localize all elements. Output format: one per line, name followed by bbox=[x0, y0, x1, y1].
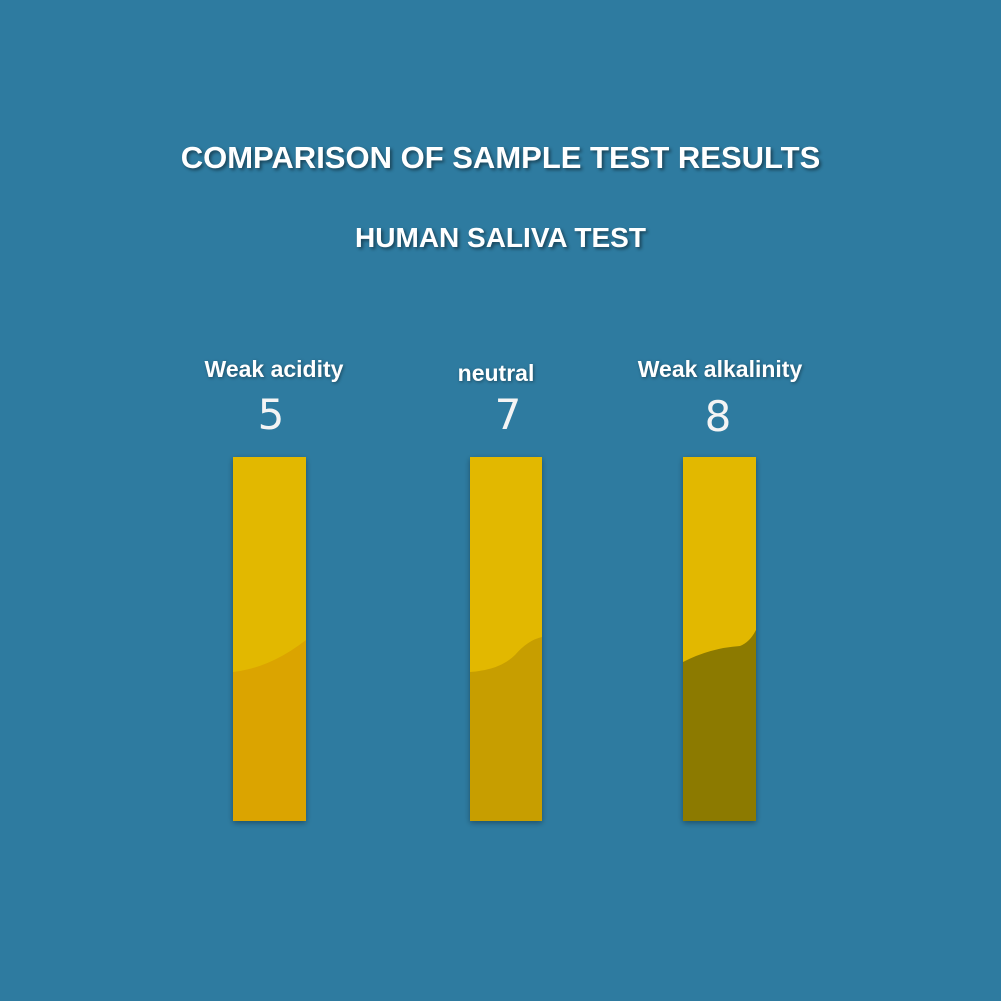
ph-value: 7 bbox=[494, 390, 522, 439]
strip-label: neutral bbox=[457, 360, 535, 386]
title: COMPARISON OF SAMPLE TEST RESULTS bbox=[180, 140, 821, 175]
ph-value: 8 bbox=[704, 392, 732, 441]
ph-value: 5 bbox=[257, 390, 285, 439]
strip-label: Weak alkalinity bbox=[637, 356, 803, 382]
strip bbox=[233, 457, 306, 821]
strip-label: Weak acidity bbox=[204, 356, 344, 382]
subtitle: HUMAN SALIVA TEST bbox=[355, 222, 646, 253]
strip bbox=[683, 457, 756, 821]
strip bbox=[470, 457, 542, 821]
